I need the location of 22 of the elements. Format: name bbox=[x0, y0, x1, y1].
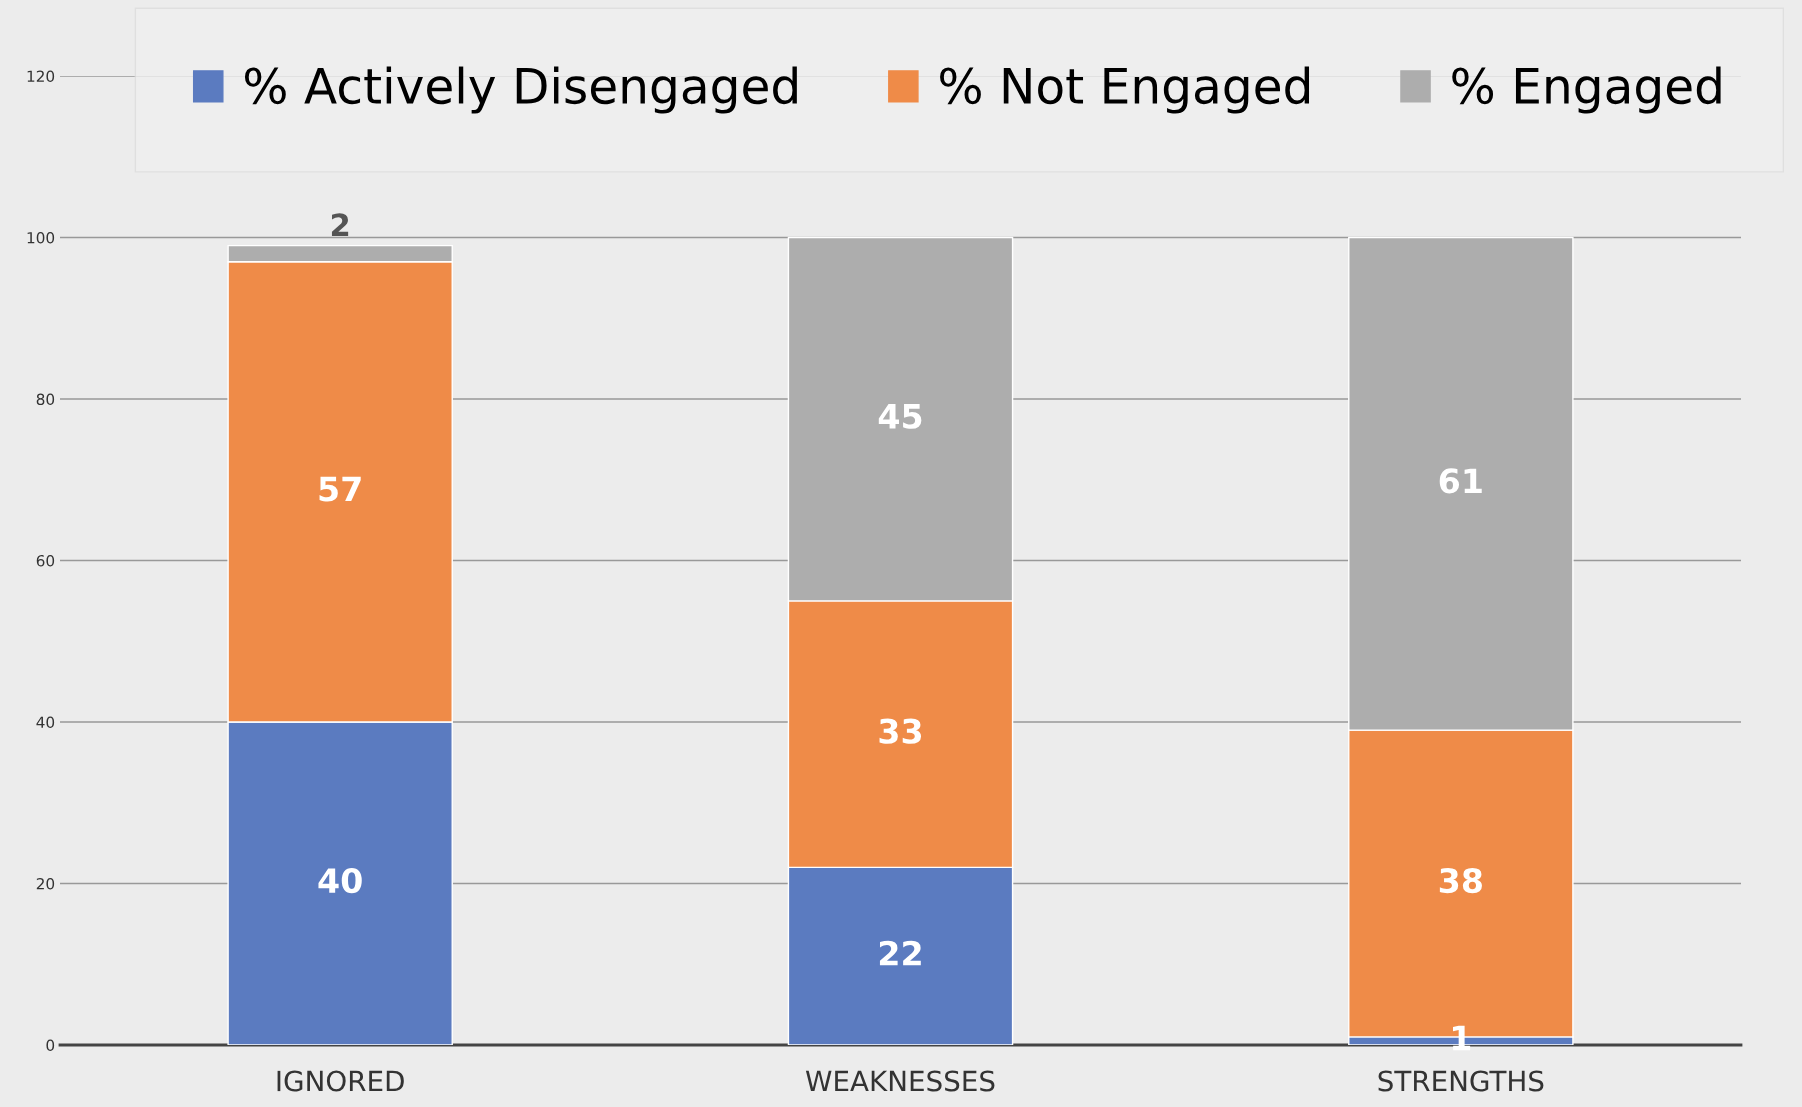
y-tick-label: 20 bbox=[36, 877, 55, 890]
data-label: 45 bbox=[878, 404, 922, 429]
data-label: 22 bbox=[879, 940, 921, 966]
legend-label: % Not Engaged bbox=[940, 66, 1310, 114]
x-tick-label: WEAKNESSES bbox=[805, 1070, 995, 1092]
y-tick-label: 0 bbox=[46, 1039, 55, 1052]
y-tick-label: 40 bbox=[36, 716, 55, 729]
data-label: 33 bbox=[879, 718, 922, 744]
data-label: 57 bbox=[319, 476, 361, 502]
y-tick-label: 60 bbox=[36, 554, 55, 567]
y-tick-label: 80 bbox=[36, 393, 55, 406]
data-label: 40 bbox=[318, 867, 362, 894]
data-label: 61 bbox=[1439, 468, 1482, 494]
x-tick-label: STRENGTHS bbox=[1378, 1070, 1544, 1092]
y-tick-label: 120 bbox=[27, 70, 55, 83]
data-label: 38 bbox=[1439, 867, 1482, 894]
y-tick-label: 100 bbox=[27, 231, 55, 244]
x-tick-label: IGNORED bbox=[277, 1070, 404, 1092]
legend-label: % Actively Disengaged bbox=[244, 66, 797, 114]
data-label: 2 bbox=[331, 213, 349, 236]
legend-label: % Engaged bbox=[1452, 66, 1721, 114]
data-label: 1 bbox=[1453, 1025, 1471, 1051]
